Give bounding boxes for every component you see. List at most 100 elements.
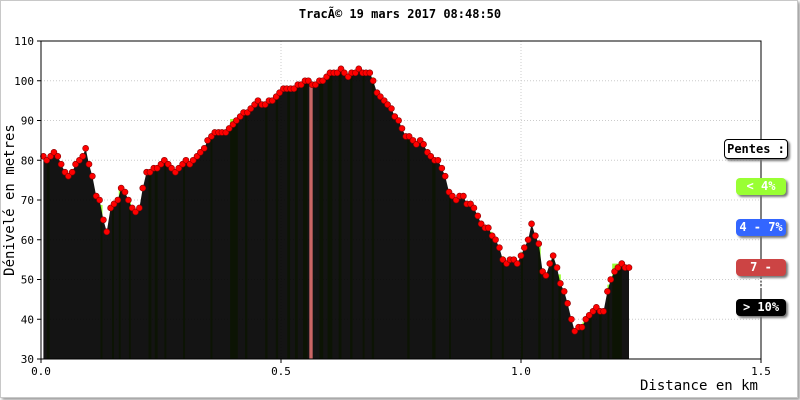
elevation-point xyxy=(546,260,554,267)
legend-title: Pentes : xyxy=(724,139,788,159)
elevation-point xyxy=(571,327,579,335)
y-tick-label: 70 xyxy=(21,194,34,207)
elevation-point xyxy=(54,152,62,160)
elevation-point xyxy=(524,236,532,244)
steep-bands xyxy=(309,81,313,360)
elevation-point xyxy=(438,164,446,172)
elevation-point xyxy=(100,216,107,224)
elevation-point xyxy=(499,256,507,263)
elevation-point xyxy=(521,244,528,251)
elevation-point xyxy=(103,228,111,236)
elevation-point xyxy=(485,224,492,232)
elevation-point xyxy=(398,125,406,132)
y-tick-label: 110 xyxy=(14,35,34,48)
elevation-point xyxy=(79,152,87,160)
elevation-point xyxy=(614,264,622,271)
elevation-point xyxy=(434,156,442,164)
elevation-point xyxy=(427,152,435,160)
elevation-point xyxy=(542,272,550,279)
elevation-point xyxy=(420,141,427,148)
elevation-point xyxy=(200,145,208,152)
elevation-point xyxy=(189,156,197,164)
elevation-point xyxy=(57,160,65,168)
chart-title: TracÃ© 19 mars 2017 08:48:50 xyxy=(299,6,501,21)
elevation-point xyxy=(560,288,568,295)
elevation-point xyxy=(121,188,129,196)
elevation-point xyxy=(82,145,89,152)
elevation-point xyxy=(68,168,76,176)
elevation-point xyxy=(405,133,413,140)
elevation-point xyxy=(96,196,103,204)
elevation-point xyxy=(72,160,79,168)
elevation-point xyxy=(625,264,633,271)
y-axis: 30 40 50 60 70 80 90 100 110 xyxy=(14,35,41,366)
elevation-point xyxy=(492,236,499,244)
elevation-point xyxy=(89,172,96,180)
x-tick-label: 1.0 xyxy=(511,365,531,378)
elevation-point xyxy=(517,252,525,259)
elevation-point xyxy=(513,260,521,267)
elevation-point xyxy=(139,184,147,192)
elevation-point xyxy=(132,208,139,216)
y-axis-label: Dénivelé en metres xyxy=(2,124,18,276)
elevation-point xyxy=(85,160,93,168)
y-tick-label: 60 xyxy=(21,234,34,247)
elevation-point xyxy=(470,204,478,212)
elevation-point xyxy=(305,77,312,85)
x-tick-label: 0.0 xyxy=(31,365,51,378)
elevation-point xyxy=(549,252,557,259)
legend-item-flat: < 4% xyxy=(736,178,786,195)
elevation-point xyxy=(50,149,58,156)
elevation-point xyxy=(182,156,190,164)
elevation-point xyxy=(65,172,72,180)
elevation-point xyxy=(441,172,449,180)
elevation-point xyxy=(312,81,319,89)
elevation-point xyxy=(254,97,262,104)
elevation-point xyxy=(553,264,561,271)
legend-item-moderate: 4 - 7% xyxy=(736,219,786,236)
elevation-point xyxy=(384,101,391,108)
y-tick-label: 100 xyxy=(14,75,34,88)
elevation-point xyxy=(593,304,600,311)
elevation-point xyxy=(578,323,586,331)
elevation-point xyxy=(319,77,327,85)
y-tick-label: 30 xyxy=(21,353,34,366)
y-tick-label: 50 xyxy=(21,274,34,287)
legend-item-steep: 7 - 10% xyxy=(736,259,786,291)
elevation-point xyxy=(276,89,283,96)
elevation-point xyxy=(607,276,615,283)
y-tick-label: 80 xyxy=(21,154,34,167)
elevation-point xyxy=(600,307,607,315)
elevation-point xyxy=(341,69,348,77)
elevation-point xyxy=(391,113,399,120)
elevation-point xyxy=(535,240,543,248)
elevation-point xyxy=(197,149,204,156)
elevation-point xyxy=(366,69,374,77)
elevation-point xyxy=(568,315,575,323)
x-tick-label: 0.5 xyxy=(271,365,291,378)
elevation-point xyxy=(233,117,240,124)
elevation-point xyxy=(114,196,122,204)
elevation-point xyxy=(604,288,611,295)
elevation-point xyxy=(136,204,143,212)
elevation-point xyxy=(168,164,175,172)
elevation-point xyxy=(125,196,132,204)
elevation-point xyxy=(43,156,51,164)
elevation-point xyxy=(413,141,420,148)
x-axis: 0.0 0.5 1.0 1.5 xyxy=(31,359,771,378)
elevation-point xyxy=(269,97,276,104)
elevation-point xyxy=(261,101,269,108)
elevation-point xyxy=(532,232,539,240)
elevation-point xyxy=(117,184,125,192)
x-axis-label: Distance en km xyxy=(640,378,758,394)
elevation-points xyxy=(40,65,633,335)
x-tick-label: 1.5 xyxy=(751,365,771,378)
y-tick-label: 40 xyxy=(21,313,34,326)
elevation-point xyxy=(585,311,593,319)
y-tick-label: 90 xyxy=(21,115,34,128)
elevation-point xyxy=(204,137,211,144)
elevation-point xyxy=(388,105,395,112)
elevation-point xyxy=(247,105,255,112)
elevation-point xyxy=(474,212,482,220)
